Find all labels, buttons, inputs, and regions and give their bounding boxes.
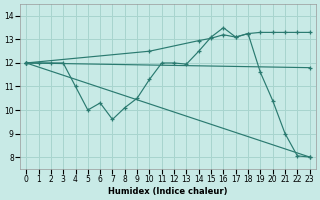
- X-axis label: Humidex (Indice chaleur): Humidex (Indice chaleur): [108, 187, 228, 196]
